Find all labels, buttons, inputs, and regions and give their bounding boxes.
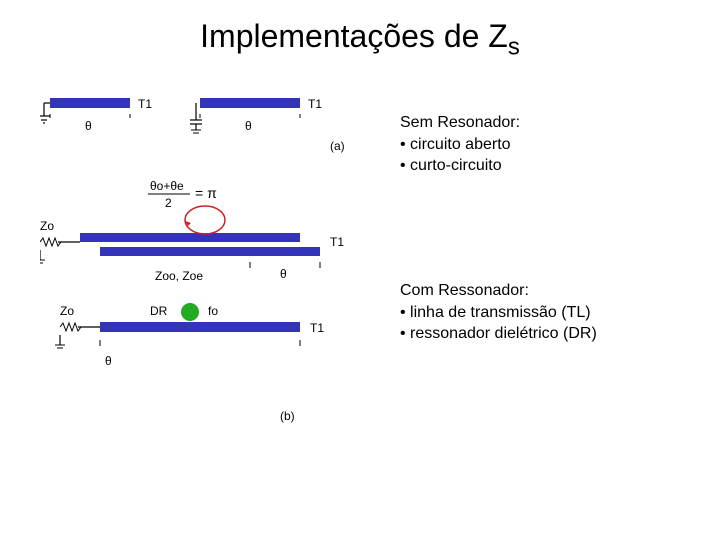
DR-label: DR	[150, 304, 168, 318]
diag-a-left: T1 θ	[40, 97, 152, 133]
caption-a-heading: Sem Resonador:	[400, 112, 520, 134]
caption-b-b1: • linha de transmissão (TL)	[400, 302, 597, 324]
bar-tl-bot	[100, 247, 320, 256]
bar-a2	[200, 98, 300, 108]
caption-a: Sem Resonador: • circuito aberto • curto…	[400, 112, 520, 177]
theta-tl: θ	[280, 267, 287, 281]
caption-b: Com Ressonador: • linha de transmissão (…	[400, 280, 597, 345]
eq-den: 2	[165, 196, 172, 210]
title-main: Implementações de Z	[200, 18, 508, 54]
label-T1-a1: T1	[138, 97, 152, 111]
eq-pi: = π	[195, 185, 217, 201]
label-b: (b)	[280, 409, 295, 423]
theta-dr: θ	[105, 354, 112, 368]
Zo-label-1: Zo	[40, 219, 54, 233]
Zo-label-2: Zo	[60, 304, 74, 318]
diag-a-right: T1 θ (a)	[190, 97, 345, 153]
label-a: (a)	[330, 139, 345, 153]
diag-b-tl: Zo T1 Zoo, Zoe θ	[40, 206, 344, 283]
squiggle-2	[60, 323, 81, 331]
label-T1-dr: T1	[310, 321, 324, 335]
caption-a-b1: • circuito aberto	[400, 134, 520, 156]
fo-label: fo	[208, 304, 218, 318]
squiggle-1	[40, 238, 61, 246]
label-T1-tl: T1	[330, 235, 344, 249]
title-sub: s	[508, 33, 520, 60]
caption-a-b2: • curto-circuito	[400, 155, 520, 177]
page-title: Implementações de Zs	[0, 18, 720, 61]
theta-a1: θ	[85, 119, 92, 133]
diagram-svg: T1 θ T1 θ (a)	[40, 90, 380, 480]
caption-b-heading: Com Ressonador:	[400, 280, 597, 302]
eq-num: θo+θe	[150, 179, 184, 193]
bar-dr	[100, 322, 300, 332]
theta-a2: θ	[245, 119, 252, 133]
bar-tl-top	[80, 233, 300, 242]
ZooZoe-label: Zoo, Zoe	[155, 269, 203, 283]
dr-dot	[181, 303, 199, 321]
diagram-area: T1 θ T1 θ (a)	[40, 90, 380, 480]
caption-b-b2: • ressonador dielétrico (DR)	[400, 323, 597, 345]
coupling-ellipse	[185, 206, 225, 234]
diag-b-dr: Zo DR fo T1 θ (b)	[55, 303, 324, 423]
label-T1-a2: T1	[308, 97, 322, 111]
bar-a1	[50, 98, 130, 108]
